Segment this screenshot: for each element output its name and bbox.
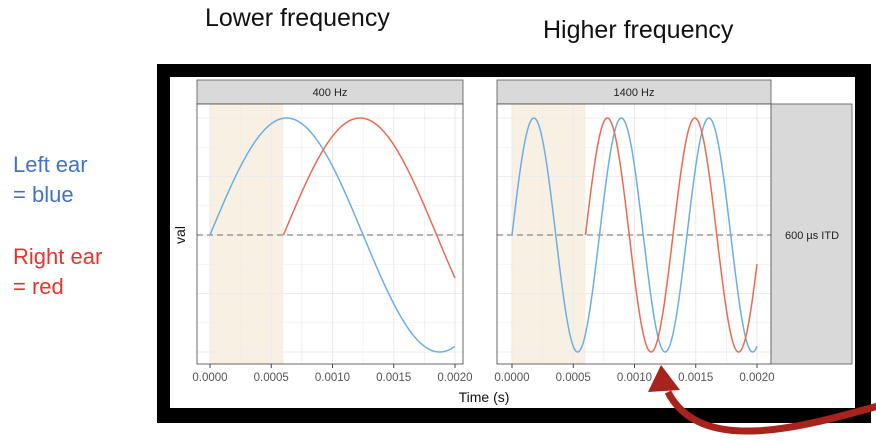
- series-line-right-ear: [584, 117, 758, 353]
- title-lower-frequency: Lower frequency: [205, 4, 390, 32]
- x-tick-label: 0.0000: [192, 372, 227, 384]
- facet-label: 400 Hz: [313, 87, 348, 99]
- y-axis-label: val: [172, 226, 188, 244]
- x-tick-label: 0.0005: [556, 372, 591, 384]
- legend-right-line2: = red: [13, 274, 64, 299]
- panel-400-hz: 400 Hz 0.0000 0.0005 0.0010 0.0015 0.0020: [192, 79, 473, 384]
- panel-1400-hz: 1400 Hz 0.0000 0.0005 0.0010 0.0015 0.0020: [494, 79, 775, 384]
- arrow-head-icon: [648, 365, 680, 392]
- x-tick-label: 0.0005: [254, 372, 289, 384]
- x-tick-label: 0.0020: [437, 372, 472, 384]
- x-tick-label: 0.0015: [376, 372, 411, 384]
- facet-row-strip: [770, 103, 853, 365]
- plot-border: [196, 103, 464, 365]
- legend-left-line2: = blue: [13, 182, 74, 207]
- itd-shaded-region: [512, 104, 586, 364]
- arrow-shaft: [664, 390, 876, 435]
- title-higher-frequency: Higher frequency: [543, 16, 734, 44]
- facet-strip: [196, 79, 464, 105]
- facet-row-label: 600 µs ITD: [785, 230, 839, 242]
- facet-label: 1400 Hz: [614, 87, 655, 99]
- x-tick-label: 0.0020: [739, 372, 774, 384]
- x-tick-label: 0.0010: [315, 372, 350, 384]
- series-line-left-ear: [511, 117, 758, 353]
- x-tick-label: 0.0010: [617, 372, 652, 384]
- legend-right-line1: Right ear: [13, 244, 103, 269]
- legend-left-ear: Left ear = blue: [13, 150, 88, 210]
- legend-right-ear: Right ear = red: [13, 242, 102, 302]
- x-tick-label: 0.0015: [678, 372, 713, 384]
- series-line-left-ear: [209, 117, 456, 353]
- legend-left-line1: Left ear: [13, 152, 88, 177]
- x-tick-label: 0.0000: [494, 372, 529, 384]
- series-line-right-ear: [282, 117, 456, 279]
- itd-shaded-region: [210, 104, 284, 364]
- facet-strip: [496, 79, 772, 105]
- x-axis-label: Time (s): [459, 389, 510, 405]
